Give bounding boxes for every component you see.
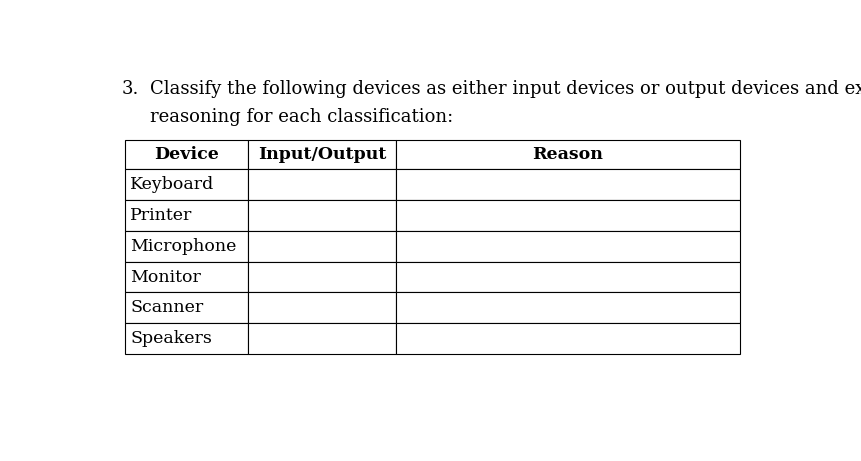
Bar — [247, 140, 396, 169]
Text: Speakers: Speakers — [130, 330, 212, 347]
Text: Scanner: Scanner — [130, 299, 203, 316]
Text: Microphone: Microphone — [130, 238, 236, 255]
Text: Classify the following devices as either input devices or output devices and exp: Classify the following devices as either… — [150, 80, 861, 98]
Text: Reason: Reason — [532, 146, 603, 163]
Bar — [247, 200, 396, 231]
Bar — [125, 323, 247, 354]
Bar — [247, 292, 396, 323]
Bar — [125, 169, 247, 200]
Bar — [247, 323, 396, 354]
Bar — [396, 323, 739, 354]
Bar — [396, 169, 739, 200]
Bar — [125, 200, 247, 231]
Text: Device: Device — [153, 146, 219, 163]
Text: Input/Output: Input/Output — [257, 146, 386, 163]
Bar — [396, 292, 739, 323]
Text: reasoning for each classification:: reasoning for each classification: — [150, 108, 453, 126]
Bar — [396, 140, 739, 169]
Bar — [125, 231, 247, 262]
Bar — [125, 140, 247, 169]
Bar — [125, 262, 247, 292]
Bar — [247, 262, 396, 292]
Bar — [396, 231, 739, 262]
Bar — [396, 262, 739, 292]
Text: 3.: 3. — [121, 80, 139, 98]
Text: Keyboard: Keyboard — [130, 176, 214, 193]
Bar — [125, 292, 247, 323]
Bar — [247, 169, 396, 200]
Bar — [396, 200, 739, 231]
Bar — [247, 231, 396, 262]
Text: Printer: Printer — [130, 207, 192, 224]
Text: Monitor: Monitor — [130, 269, 201, 285]
